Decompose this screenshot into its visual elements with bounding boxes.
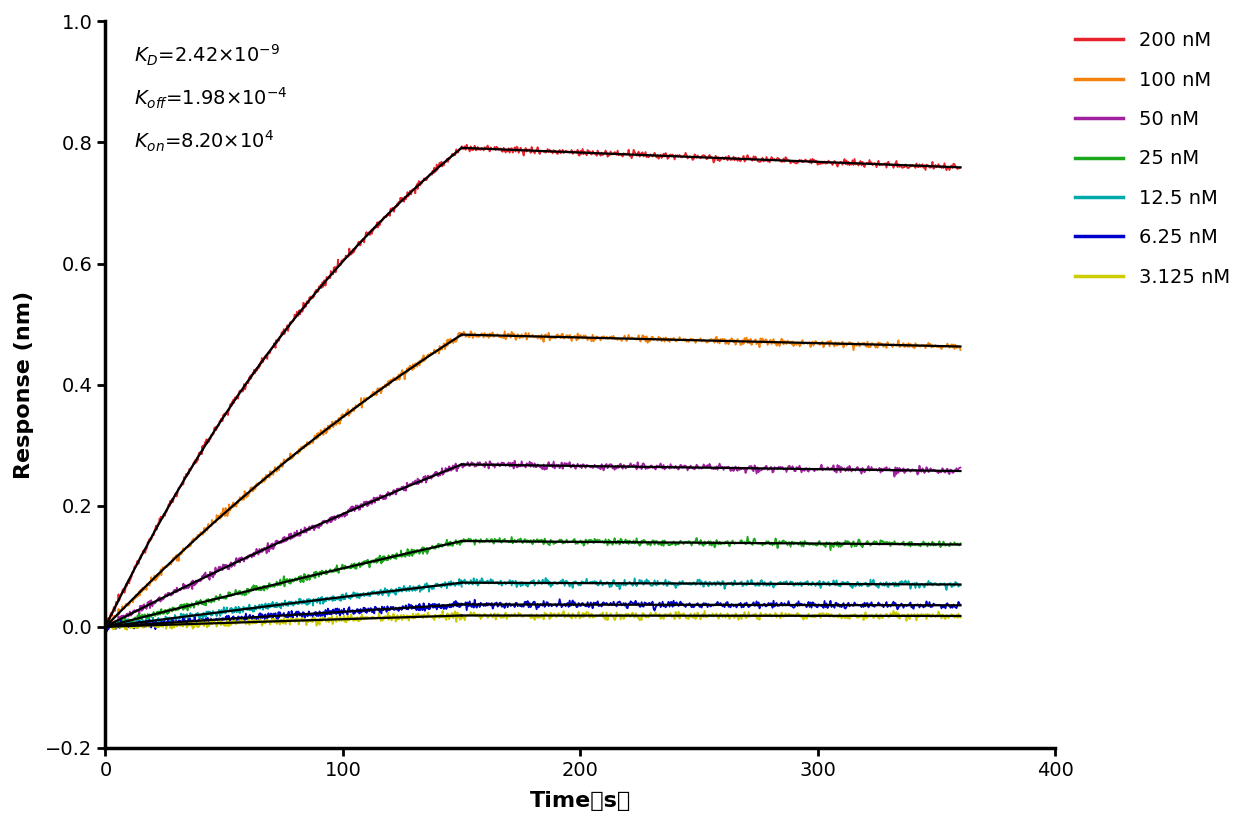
Legend: 200 nM, 100 nM, 50 nM, 25 nM, 12.5 nM, 6.25 nM, 3.125 nM: 200 nM, 100 nM, 50 nM, 25 nM, 12.5 nM, 6… bbox=[1075, 31, 1230, 286]
Text: $K_D$=2.42×10$^{-9}$
$K_{off}$=1.98×10$^{-4}$
$K_{on}$=8.20×10$^{4}$: $K_D$=2.42×10$^{-9}$ $K_{off}$=1.98×10$^… bbox=[134, 43, 287, 154]
Y-axis label: Response (nm): Response (nm) bbox=[14, 290, 34, 478]
X-axis label: Time（s）: Time（s） bbox=[530, 791, 631, 811]
